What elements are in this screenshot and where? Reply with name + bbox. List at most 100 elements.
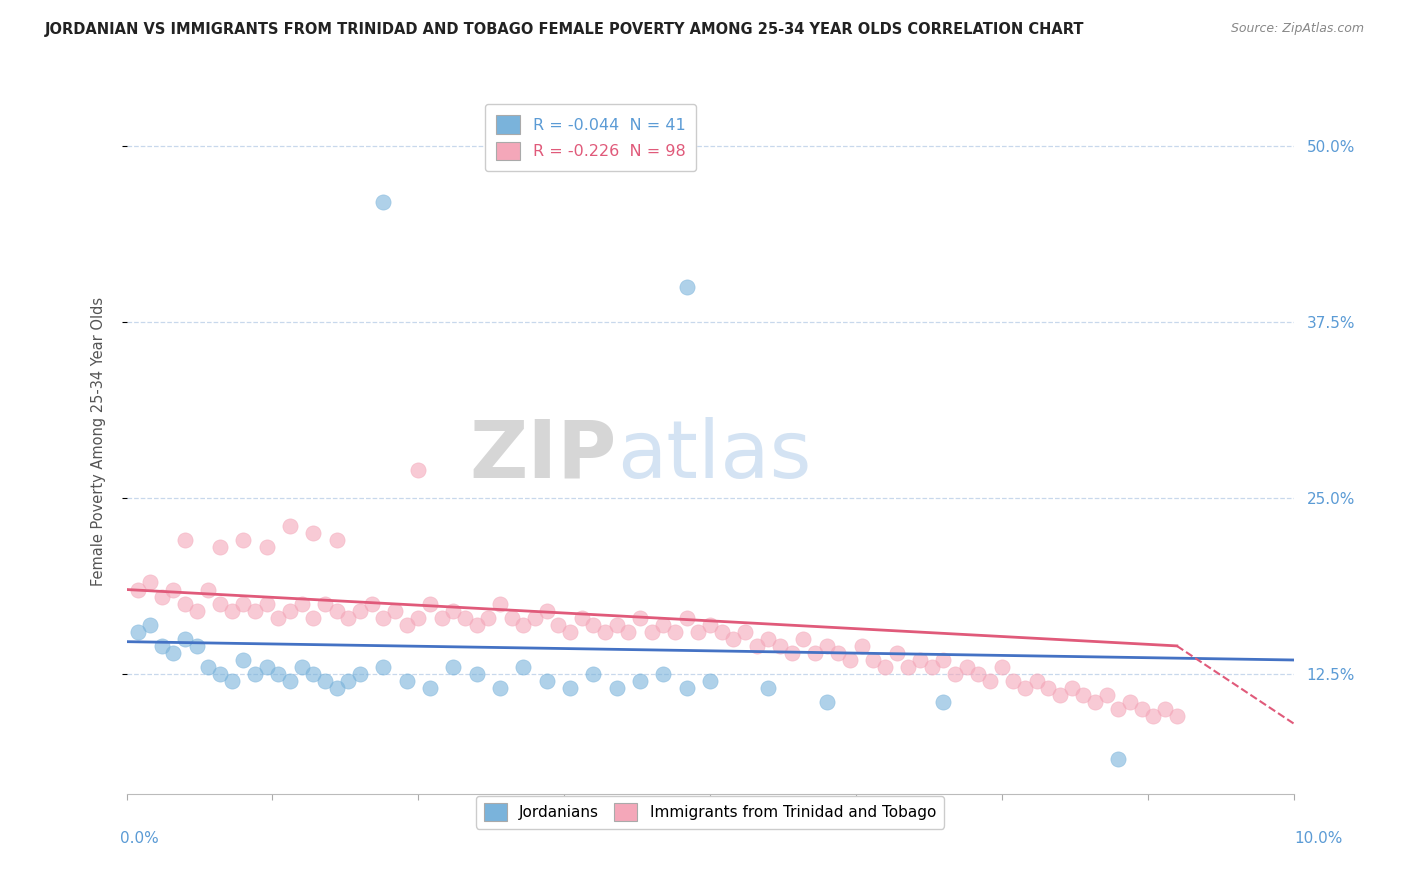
Point [1142,709,1164,723]
Point [1025,674,1047,689]
Point [745,639,768,653]
Point [314,674,336,689]
Point [815,695,838,709]
Point [571,610,593,624]
Point [278,519,301,533]
Point [536,604,558,618]
Point [512,617,534,632]
Point [325,533,347,548]
Point [524,610,547,624]
Point [290,660,312,674]
Point [267,610,290,624]
Point [408,610,430,624]
Point [325,604,347,618]
Point [441,660,464,674]
Point [278,604,301,618]
Point [395,674,418,689]
Point [640,624,664,639]
Point [606,681,628,696]
Point [710,624,733,639]
Point [395,617,418,632]
Point [197,582,219,597]
Text: Source: ZipAtlas.com: Source: ZipAtlas.com [1230,22,1364,36]
Point [127,582,149,597]
Point [897,660,920,674]
Point [256,597,278,611]
Point [967,667,990,681]
Point [208,597,231,611]
Point [430,610,453,624]
Text: JORDANIAN VS IMMIGRANTS FROM TRINIDAD AND TOBAGO FEMALE POVERTY AMONG 25-34 YEAR: JORDANIAN VS IMMIGRANTS FROM TRINIDAD AN… [45,22,1084,37]
Point [827,646,849,660]
Point [875,660,897,674]
Point [1060,681,1083,696]
Point [699,617,721,632]
Point [943,667,966,681]
Text: atlas: atlas [617,417,811,495]
Point [862,653,884,667]
Point [628,610,651,624]
Point [628,674,651,689]
Point [617,624,640,639]
Point [593,624,616,639]
Point [1014,681,1036,696]
Point [232,597,254,611]
Text: 10.0%: 10.0% [1295,831,1343,847]
Point [232,533,254,548]
Point [441,604,464,618]
Point [1108,702,1130,716]
Point [139,575,162,590]
Point [804,646,827,660]
Point [349,667,371,681]
Point [780,646,803,660]
Point [1119,695,1142,709]
Point [302,526,325,541]
Point [1154,702,1177,716]
Point [699,674,721,689]
Point [150,590,173,604]
Point [489,681,512,696]
Point [815,639,838,653]
Point [921,660,943,674]
Point [501,610,523,624]
Point [302,667,325,681]
Y-axis label: Female Poverty Among 25-34 Year Olds: Female Poverty Among 25-34 Year Olds [91,297,105,586]
Point [465,617,488,632]
Point [232,653,254,667]
Point [675,279,697,293]
Point [851,639,873,653]
Point [723,632,745,646]
Point [932,653,955,667]
Point [373,660,395,674]
Point [932,695,955,709]
Point [756,681,779,696]
Point [139,617,162,632]
Point [558,624,581,639]
Point [256,660,278,674]
Point [465,667,488,681]
Point [582,617,605,632]
Text: 0.0%: 0.0% [120,831,159,847]
Point [652,617,675,632]
Point [162,646,184,660]
Point [839,653,862,667]
Point [325,681,347,696]
Point [408,463,430,477]
Point [734,624,756,639]
Point [512,660,534,674]
Point [990,660,1012,674]
Point [419,681,441,696]
Point [278,674,301,689]
Point [197,660,219,674]
Point [664,624,686,639]
Point [256,541,278,555]
Point [454,610,477,624]
Point [1130,702,1153,716]
Point [675,610,697,624]
Point [373,610,395,624]
Point [1166,709,1188,723]
Point [756,632,779,646]
Point [150,639,173,653]
Point [908,653,931,667]
Point [337,674,360,689]
